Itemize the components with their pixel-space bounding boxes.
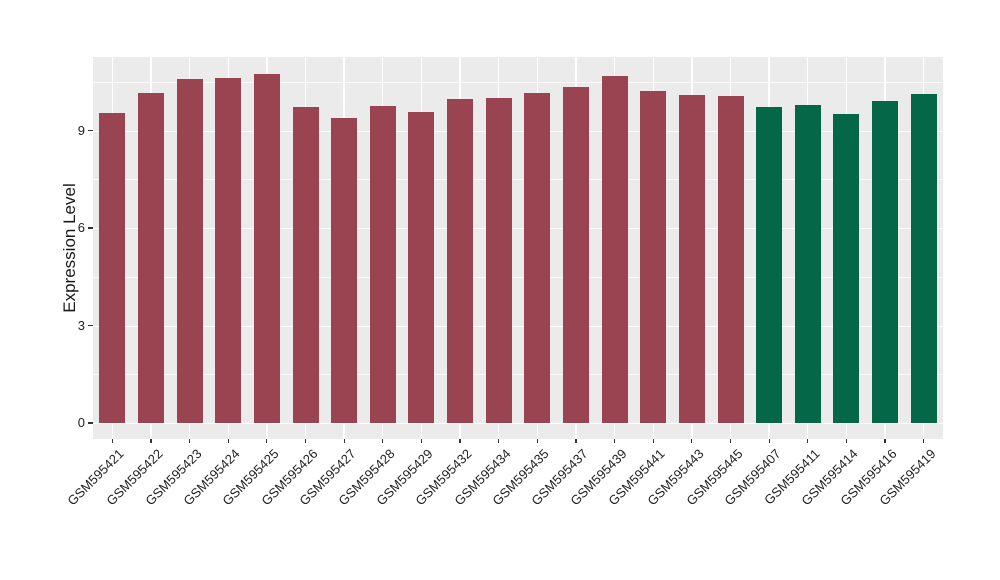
y-axis-title: Expression Level xyxy=(60,183,79,313)
bar-GSM595426 xyxy=(292,106,319,423)
x-tick-mark-GSM595416 xyxy=(884,439,886,443)
x-tick-mark-GSM595445 xyxy=(729,439,732,443)
x-tick-mark-GSM595434 xyxy=(498,439,500,443)
bar-GSM595427 xyxy=(331,118,358,423)
y-tick-label-0: 0 xyxy=(77,415,85,430)
y-tick-mark-9 xyxy=(88,129,93,132)
y-tick-label-6: 6 xyxy=(77,220,85,235)
y-tick-label-9: 9 xyxy=(77,122,85,138)
x-tick-mark-GSM595432 xyxy=(459,439,461,443)
gridline-major-y-6 xyxy=(93,228,943,230)
x-tick-mark-GSM595421 xyxy=(111,439,113,443)
y-tick-mark-6 xyxy=(88,227,93,229)
x-tick-mark-GSM595424 xyxy=(227,439,229,443)
gridline-major-y-3 xyxy=(93,325,943,327)
gridline-major-y-9 xyxy=(93,130,943,132)
bar-GSM595414 xyxy=(833,114,860,423)
bar-GSM595439 xyxy=(601,75,628,423)
x-tick-mark-GSM595441 xyxy=(652,439,654,443)
y-tick-mark-3 xyxy=(88,324,93,327)
chart-panel xyxy=(93,57,943,439)
bar-GSM595422 xyxy=(137,93,164,423)
x-tick-mark-GSM595429 xyxy=(420,439,422,443)
bar-GSM595435 xyxy=(524,93,551,423)
x-tick-mark-GSM595426 xyxy=(304,439,307,443)
x-tick-mark-GSM595419 xyxy=(923,439,925,443)
bar-GSM595425 xyxy=(253,73,280,423)
x-tick-mark-GSM595437 xyxy=(575,439,577,443)
bar-GSM595416 xyxy=(872,101,899,423)
bar-GSM595428 xyxy=(369,105,396,423)
gridline-minor-y-7.5 xyxy=(93,179,943,181)
x-tick-mark-GSM595425 xyxy=(266,439,268,443)
gridline-major-y-0 xyxy=(93,423,943,425)
x-tick-mark-GSM595414 xyxy=(845,439,847,443)
bar-GSM595423 xyxy=(176,78,203,423)
x-tick-mark-GSM595439 xyxy=(613,439,616,443)
gridline-minor-y-10.5 xyxy=(93,81,943,83)
x-tick-mark-GSM595407 xyxy=(768,439,770,443)
bar-GSM595411 xyxy=(794,104,821,423)
gridline-minor-y-4.5 xyxy=(93,276,943,278)
bar-GSM595437 xyxy=(562,86,589,423)
bar-GSM595434 xyxy=(485,98,512,423)
x-tick-mark-GSM595428 xyxy=(382,439,384,443)
bar-GSM595429 xyxy=(408,112,435,423)
bar-GSM595445 xyxy=(717,96,744,423)
x-tick-mark-GSM595427 xyxy=(343,439,345,443)
bar-GSM595407 xyxy=(756,106,783,423)
x-tick-mark-GSM595443 xyxy=(691,439,693,443)
bar-GSM595441 xyxy=(640,90,667,423)
y-tick-mark-0 xyxy=(88,422,93,424)
bar-GSM595443 xyxy=(678,95,705,423)
bar-GSM595419 xyxy=(910,94,937,423)
x-tick-mark-GSM595411 xyxy=(807,439,809,443)
bar-GSM595432 xyxy=(447,99,474,423)
bar-GSM595421 xyxy=(99,112,126,423)
gridline-minor-y-1.5 xyxy=(93,374,943,376)
x-tick-mark-GSM595423 xyxy=(188,439,191,443)
bar-GSM595424 xyxy=(215,77,242,423)
x-tick-mark-GSM595422 xyxy=(150,439,152,443)
y-tick-label-3: 3 xyxy=(77,317,85,333)
x-tick-mark-GSM595435 xyxy=(536,439,538,443)
